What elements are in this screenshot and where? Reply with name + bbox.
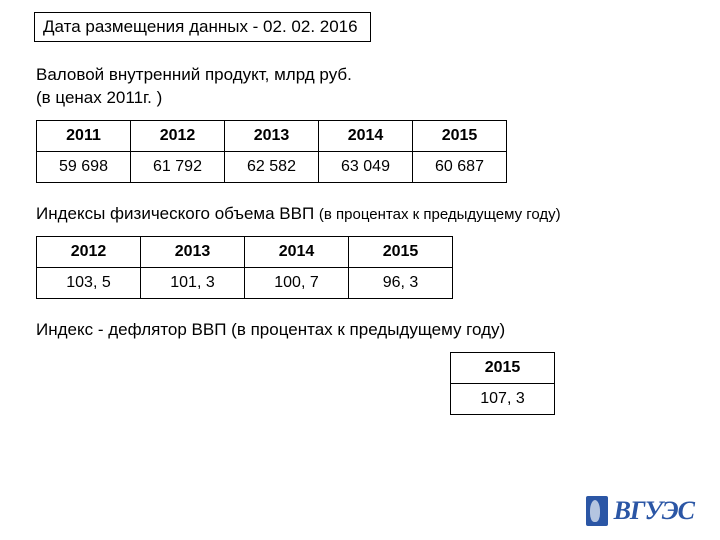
vol-v-3: 96, 3 xyxy=(349,267,453,298)
gdp-v-0: 59 698 xyxy=(37,151,131,182)
vol-v-1: 101, 3 xyxy=(141,267,245,298)
def-v-0: 107, 3 xyxy=(451,383,555,414)
volume-title-sub: (в процентах к предыдущему году) xyxy=(319,206,561,223)
volume-title: Индексы физического объема ВВП (в процен… xyxy=(36,203,690,226)
gdp-title-line1: Валовой внутренний продукт, млрд руб. xyxy=(36,65,352,84)
table-row: 2015 xyxy=(451,352,555,383)
gdp-v-1: 61 792 xyxy=(131,151,225,182)
gdp-v-3: 63 049 xyxy=(319,151,413,182)
vol-v-0: 103, 5 xyxy=(37,267,141,298)
gdp-v-4: 60 687 xyxy=(413,151,507,182)
deflator-title: Индекс - дефлятор ВВП (в процентах к пре… xyxy=(36,319,690,342)
table-row: 2012 2013 2014 2015 xyxy=(37,236,453,267)
vol-v-2: 100, 7 xyxy=(245,267,349,298)
deflator-table: 2015 107, 3 xyxy=(450,352,555,415)
vol-h-3: 2015 xyxy=(349,236,453,267)
gdp-title-line2: (в ценах 2011г. ) xyxy=(36,88,162,107)
gdp-v-2: 62 582 xyxy=(225,151,319,182)
volume-table: 2012 2013 2014 2015 103, 5 101, 3 100, 7… xyxy=(36,236,453,299)
vol-h-1: 2013 xyxy=(141,236,245,267)
gdp-h-4: 2015 xyxy=(413,120,507,151)
gdp-h-3: 2014 xyxy=(319,120,413,151)
date-box: Дата размещения данных - 02. 02. 2016 xyxy=(34,12,371,42)
gdp-h-2: 2013 xyxy=(225,120,319,151)
gdp-h-0: 2011 xyxy=(37,120,131,151)
gdp-h-1: 2012 xyxy=(131,120,225,151)
table-row: 107, 3 xyxy=(451,383,555,414)
gdp-table: 2011 2012 2013 2014 2015 59 698 61 792 6… xyxy=(36,120,507,183)
table-row: 2011 2012 2013 2014 2015 xyxy=(37,120,507,151)
table-row: 103, 5 101, 3 100, 7 96, 3 xyxy=(37,267,453,298)
vol-h-2: 2014 xyxy=(245,236,349,267)
logo: ВГУЭС xyxy=(586,496,694,526)
vol-h-0: 2012 xyxy=(37,236,141,267)
def-h-0: 2015 xyxy=(451,352,555,383)
table-row: 59 698 61 792 62 582 63 049 60 687 xyxy=(37,151,507,182)
volume-title-main: Индексы физического объема ВВП xyxy=(36,204,319,223)
logo-text: ВГУЭС xyxy=(614,496,694,526)
logo-icon xyxy=(586,496,608,526)
gdp-title: Валовой внутренний продукт, млрд руб. (в… xyxy=(36,64,690,110)
